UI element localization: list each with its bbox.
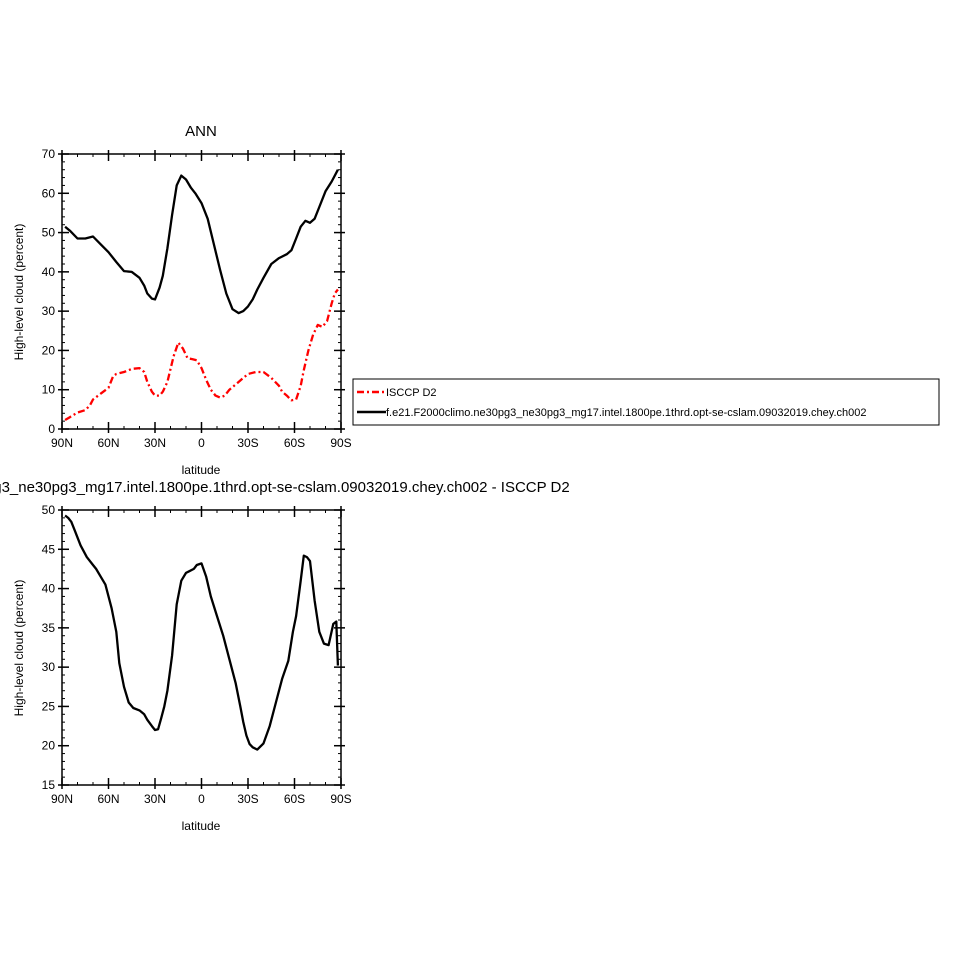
x-tick-label: 90S: [330, 436, 351, 450]
legend-label-isccp: ISCCP D2: [386, 387, 437, 399]
plot-frame: [61, 153, 342, 430]
y-tick-label: 25: [42, 699, 56, 713]
x-axis-label: latitude: [182, 463, 221, 477]
y-tick-label: 40: [42, 265, 56, 279]
x-tick-label: 0: [198, 792, 205, 806]
series-line-0: [64, 514, 340, 751]
y-tick-label: 70: [42, 147, 56, 161]
panel-annual-high-cloud: ANN 0 10 20 30 40 50 60 70 90N 60N 30N 0 30S 60S 90S l…: [12, 123, 352, 477]
x-tick-label: 30N: [144, 436, 166, 450]
y-tick-label: 45: [42, 542, 56, 556]
panel-difference: f.e21.F2000climo.ne30pg3_ne30pg3_mg17.in…: [0, 479, 570, 833]
y-tick-label: 30: [42, 660, 56, 674]
chart-title: ANN: [185, 123, 217, 140]
plot-area-difference: 15 20 25 30 35 40 45 50 90N 60N 30N 0 30S 60S 90S: [42, 503, 352, 806]
y-tick-label: 20: [42, 739, 56, 753]
x-tick-label: 60N: [97, 436, 119, 450]
series-line-1: [64, 169, 339, 315]
plot-area: 0 10 20 30 40 50 60 70 90N 60N 30N 0 30S 60S 90S: [42, 147, 352, 450]
y-tick-label: 35: [42, 621, 56, 635]
x-tick-label: 90N: [51, 792, 73, 806]
legend-label-model: f.e21.F2000climo.ne30pg3_ne30pg3_mg17.in…: [386, 407, 866, 419]
y-tick-label: 10: [42, 383, 56, 397]
y-tick-label: 60: [42, 186, 56, 200]
legend-box: [352, 378, 940, 426]
y-axis-label-difference: High-level cloud (percent): [12, 580, 26, 717]
series-line-0: [64, 288, 339, 421]
y-tick-label: 50: [42, 226, 56, 240]
x-tick-label: 30S: [237, 792, 258, 806]
y-tick-label: 0: [48, 422, 55, 436]
x-tick-label: 90S: [330, 792, 351, 806]
chart-title-difference: f.e21.F2000climo.ne30pg3_ne30pg3_mg17.in…: [0, 479, 570, 496]
x-tick-label: 0: [198, 436, 205, 450]
x-tick-label: 30N: [144, 792, 166, 806]
y-tick-label: 20: [42, 343, 56, 357]
legend: ISCCP D2 f.e21.F2000climo.ne30pg3_ne30pg…: [352, 378, 940, 426]
x-tick-label: 60S: [284, 436, 305, 450]
y-tick-label: 50: [42, 503, 56, 517]
y-tick-label: 40: [42, 582, 56, 596]
y-tick-label: 15: [42, 778, 56, 792]
x-tick-label: 90N: [51, 436, 73, 450]
y-axis-label: High-level cloud (percent): [12, 224, 26, 361]
x-axis-label-difference: latitude: [182, 819, 221, 833]
x-tick-label: 30S: [237, 436, 258, 450]
plot-frame: [61, 509, 342, 786]
y-tick-label: 30: [42, 304, 56, 318]
x-tick-label: 60S: [284, 792, 305, 806]
x-tick-label: 60N: [97, 792, 119, 806]
